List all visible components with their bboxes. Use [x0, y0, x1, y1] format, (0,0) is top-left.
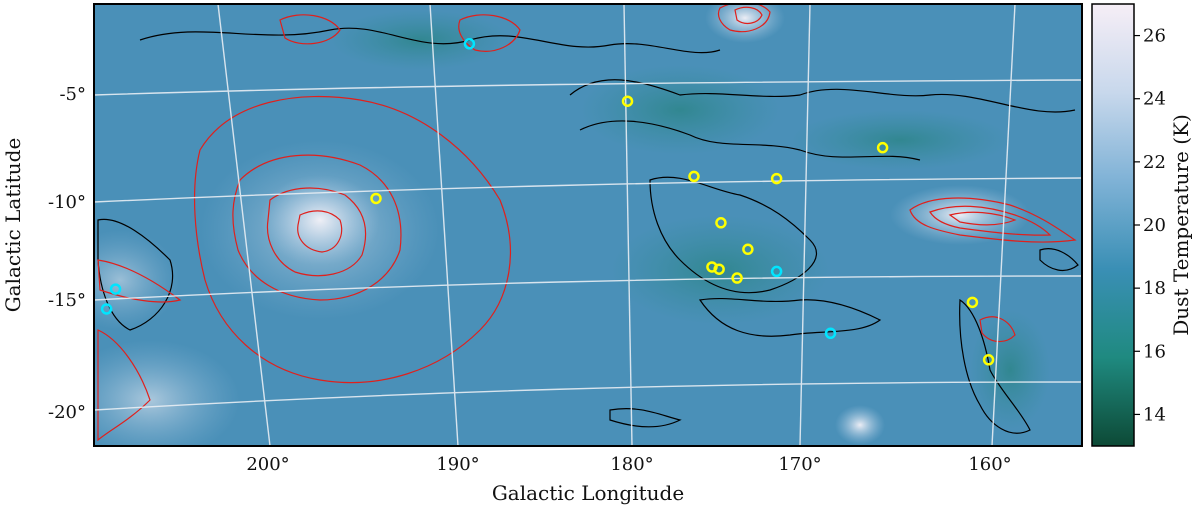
colorbar-tick-label: 18 [1143, 278, 1166, 299]
y-tick-label: -5° [59, 84, 86, 105]
x-tick-label: 200° [246, 454, 289, 475]
colorbar-tick-label: 16 [1143, 341, 1166, 362]
marker-layer [100, 38, 995, 366]
colorbar-bar [1092, 4, 1134, 446]
yellow-source-marker [370, 192, 382, 205]
colorbar-tick-label: 22 [1143, 152, 1166, 173]
y-tick-label: -10° [48, 192, 86, 213]
yellow-source-marker [982, 354, 995, 366]
colorbar: 14 16 18 20 22 24 26 Dust Temperature (K) [1091, 3, 1193, 447]
x-tick-label: 160° [968, 454, 1011, 475]
yellow-source-marker [876, 141, 889, 154]
colorbar-label: Dust Temperature (K) [1169, 114, 1193, 336]
y-axis-ticks: -5° -10° -15° -20° [48, 84, 86, 423]
yellow-source-marker [713, 263, 725, 275]
yellow-source-marker [731, 272, 743, 284]
x-tick-label: 170° [778, 454, 821, 475]
y-axis-label: Galactic Latitude [1, 138, 25, 313]
yellow-source-marker [966, 296, 979, 309]
grid-lines [94, 4, 1082, 446]
map-area [94, 4, 1082, 446]
yellow-source-marker [715, 217, 727, 229]
cyan-source-marker [109, 283, 122, 295]
colorbar-tick-label: 20 [1143, 215, 1166, 236]
yellow-source-marker [742, 243, 754, 256]
yellow-source-marker [621, 95, 634, 107]
x-axis-ticks: 200° 190° 180° 170° 160° [246, 454, 1011, 475]
cyan-source-marker [824, 327, 837, 340]
colorbar-tick-label: 24 [1143, 89, 1166, 110]
x-tick-label: 190° [436, 454, 479, 475]
red-contours [97, 4, 1077, 442]
cyan-source-marker [770, 265, 783, 278]
colorbar-tick-label: 14 [1143, 404, 1166, 425]
x-tick-label: 180° [610, 454, 653, 475]
yellow-source-marker [688, 170, 700, 183]
map-frame [93, 3, 1083, 447]
colorbar-ticks: 14 16 18 20 22 24 26 [1134, 26, 1166, 425]
x-axis-label: Galactic Longitude [492, 481, 684, 505]
y-tick-label: -20° [48, 402, 86, 423]
cyan-source-marker [463, 38, 476, 50]
yellow-source-marker [770, 172, 783, 185]
y-tick-label: -15° [48, 290, 86, 311]
cyan-source-marker [100, 303, 113, 315]
colorbar-tick-label: 26 [1143, 26, 1166, 47]
